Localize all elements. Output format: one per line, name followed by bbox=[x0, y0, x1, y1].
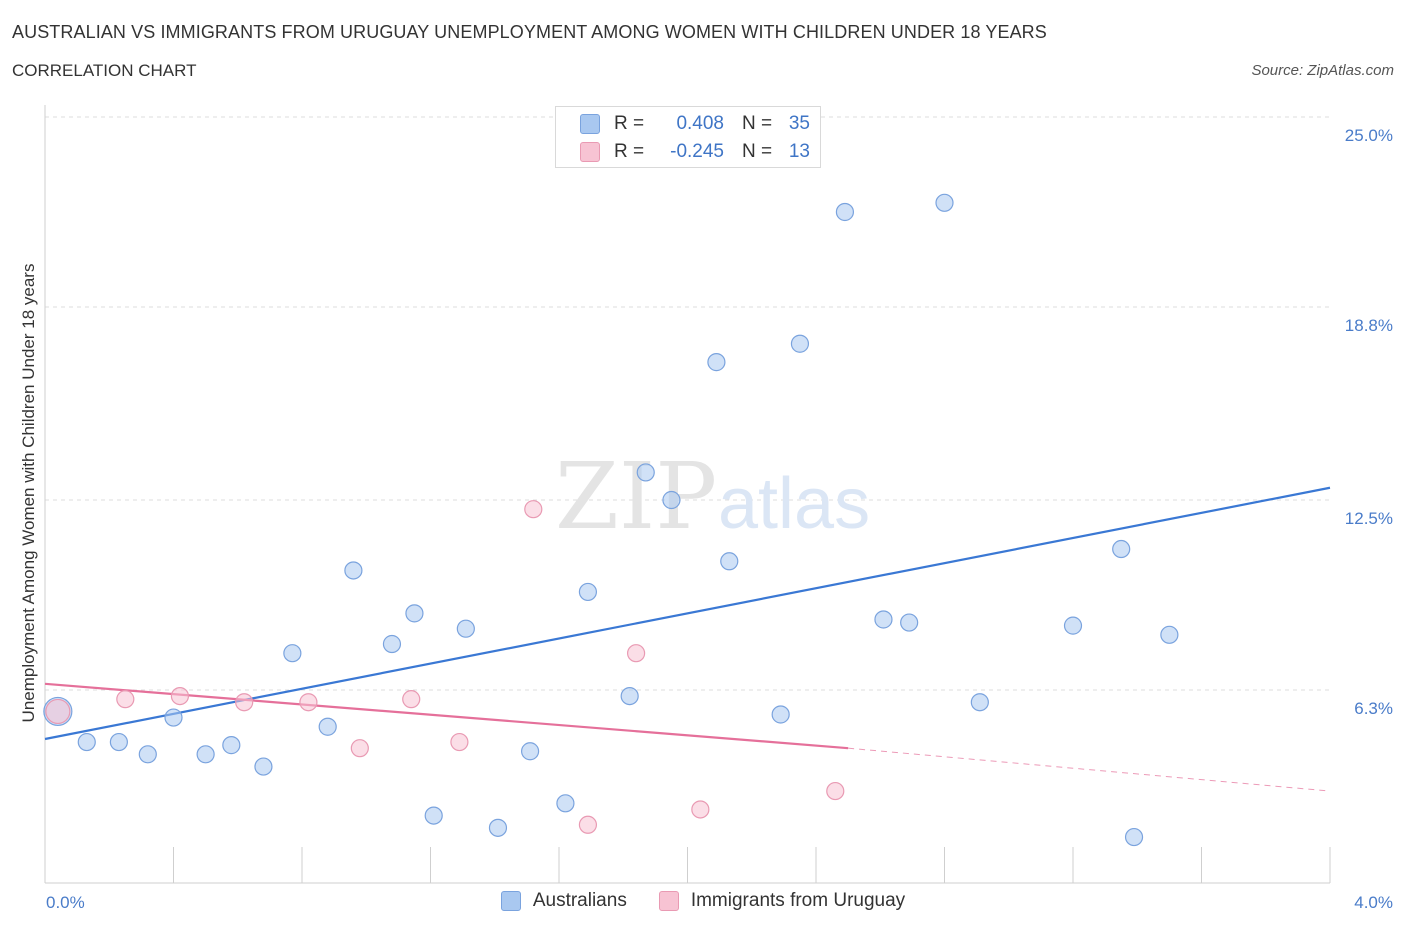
point-australians bbox=[1112, 539, 1131, 559]
point-australians bbox=[720, 552, 739, 571]
point-australians bbox=[620, 686, 639, 706]
point-uruguay bbox=[450, 732, 469, 752]
point-australians bbox=[488, 818, 508, 837]
x-tick-label: 0.0% bbox=[46, 893, 85, 912]
n-value: 13 bbox=[788, 141, 810, 162]
n-label: N = bbox=[742, 113, 773, 134]
watermark-atlas: atlas bbox=[718, 464, 870, 544]
trend-line-uruguay-extension bbox=[848, 747, 1331, 792]
x-tick-label: 4.0% bbox=[1354, 893, 1393, 912]
point-australians bbox=[424, 806, 443, 825]
axes bbox=[44, 105, 1331, 884]
point-australians bbox=[405, 604, 424, 623]
chart-title: AUSTRALIAN VS IMMIGRANTS FROM URUGUAY UN… bbox=[12, 22, 1047, 42]
point-australians bbox=[318, 717, 337, 736]
point-uruguay bbox=[691, 800, 710, 819]
point-australians bbox=[222, 736, 241, 755]
point-uruguay bbox=[350, 739, 369, 758]
point-australians bbox=[662, 490, 681, 510]
point-australians bbox=[900, 613, 919, 632]
point-uruguay bbox=[116, 690, 135, 709]
point-australians bbox=[456, 619, 475, 638]
x-tick-labels: 0.0% 4.0% bbox=[46, 893, 1393, 912]
n-value: 35 bbox=[788, 113, 810, 134]
r-value: -0.245 bbox=[670, 141, 724, 162]
legend-label-uruguay: Immigrants from Uruguay bbox=[690, 890, 906, 911]
point-australians bbox=[556, 794, 575, 813]
point-uruguay bbox=[578, 815, 598, 834]
legend-row-uruguay: R = -0.245 N = 13 bbox=[580, 140, 810, 164]
point-australians bbox=[771, 705, 790, 724]
data-points bbox=[43, 193, 1179, 847]
point-australians bbox=[109, 732, 128, 752]
chart-subtitle: CORRELATION CHART bbox=[12, 61, 197, 80]
point-australians bbox=[1160, 625, 1179, 644]
legend-row-australians: R = 0.408 N = 35 bbox=[580, 112, 810, 136]
n-label: N = bbox=[742, 141, 773, 162]
y-tick-label: 12.5% bbox=[1345, 509, 1393, 528]
point-australians bbox=[874, 610, 893, 629]
point-australians bbox=[835, 202, 855, 222]
point-uruguay bbox=[170, 686, 190, 706]
point-australians bbox=[283, 644, 302, 663]
point-uruguay bbox=[299, 693, 318, 712]
source-credit: Source: ZipAtlas.com bbox=[1251, 62, 1394, 79]
y-tick-label: 18.8% bbox=[1345, 316, 1393, 335]
point-uruguay bbox=[45, 698, 71, 725]
point-uruguay bbox=[235, 693, 254, 712]
legend-swatch-uruguay bbox=[658, 891, 679, 911]
point-australians bbox=[636, 463, 655, 482]
legend-item-australians[interactable]: Australians bbox=[500, 890, 627, 912]
point-australians bbox=[138, 745, 157, 764]
y-axis-label: Unemployment Among Women with Children U… bbox=[19, 264, 38, 723]
r-label: R = bbox=[614, 141, 645, 162]
point-australians bbox=[970, 693, 989, 712]
point-australians bbox=[578, 582, 598, 602]
watermark: ZIP atlas bbox=[555, 443, 870, 550]
y-tick-labels: 6.3% 12.5% 18.8% 25.0% bbox=[1345, 126, 1393, 718]
r-value: 0.408 bbox=[676, 113, 724, 134]
point-australians bbox=[520, 742, 540, 761]
legend-swatch-australians bbox=[580, 114, 600, 134]
watermark-zip: ZIP bbox=[555, 443, 717, 550]
correlation-legend: R = 0.408 N = 35 R = -0.245 N = 13 bbox=[555, 106, 821, 168]
point-uruguay bbox=[626, 644, 646, 663]
point-australians bbox=[935, 193, 954, 212]
grid-lines bbox=[45, 116, 1330, 691]
legend-swatch-uruguay bbox=[580, 142, 600, 162]
series-legend: Australians Immigrants from Uruguay bbox=[0, 890, 1406, 912]
point-australians bbox=[790, 334, 810, 353]
point-australians bbox=[196, 745, 215, 764]
point-australians bbox=[164, 708, 183, 727]
point-uruguay bbox=[402, 690, 421, 709]
point-australians bbox=[77, 732, 96, 752]
legend-swatch-australians bbox=[500, 891, 521, 911]
y-tick-label: 25.0% bbox=[1345, 126, 1393, 145]
point-australians bbox=[382, 634, 402, 654]
legend-label-australians: Australians bbox=[532, 890, 627, 911]
point-uruguay bbox=[524, 500, 543, 519]
legend-item-uruguay[interactable]: Immigrants from Uruguay bbox=[658, 890, 906, 912]
point-australians bbox=[1124, 827, 1144, 847]
point-australians bbox=[707, 353, 726, 372]
r-label: R = bbox=[614, 113, 645, 134]
y-tick-label: 6.3% bbox=[1354, 699, 1393, 718]
point-australians bbox=[1063, 616, 1083, 635]
trend-line-australians bbox=[44, 486, 1331, 741]
point-uruguay bbox=[826, 781, 845, 801]
point-australians bbox=[254, 757, 273, 776]
point-australians bbox=[344, 561, 363, 580]
